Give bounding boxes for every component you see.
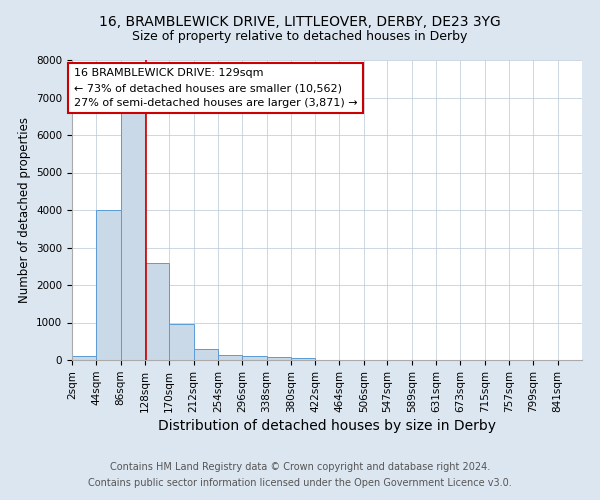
Bar: [218, 355, 242, 360]
Bar: [121, 112, 145, 360]
Bar: [242, 356, 266, 360]
X-axis label: Distribution of detached houses by size in Derby: Distribution of detached houses by size …: [158, 419, 496, 433]
Bar: [169, 324, 194, 360]
Bar: [97, 210, 121, 360]
Bar: [194, 349, 218, 360]
Text: Contains HM Land Registry data © Crown copyright and database right 2024.: Contains HM Land Registry data © Crown c…: [110, 462, 490, 472]
Bar: [145, 262, 169, 360]
Text: Contains public sector information licensed under the Open Government Licence v3: Contains public sector information licen…: [88, 478, 512, 488]
Text: 16, BRAMBLEWICK DRIVE, LITTLEOVER, DERBY, DE23 3YG: 16, BRAMBLEWICK DRIVE, LITTLEOVER, DERBY…: [99, 15, 501, 29]
Bar: [266, 358, 291, 360]
Bar: [291, 358, 315, 360]
Bar: [72, 356, 97, 360]
Text: 16 BRAMBLEWICK DRIVE: 129sqm
← 73% of detached houses are smaller (10,562)
27% o: 16 BRAMBLEWICK DRIVE: 129sqm ← 73% of de…: [74, 68, 358, 108]
Y-axis label: Number of detached properties: Number of detached properties: [17, 117, 31, 303]
Text: Size of property relative to detached houses in Derby: Size of property relative to detached ho…: [133, 30, 467, 43]
